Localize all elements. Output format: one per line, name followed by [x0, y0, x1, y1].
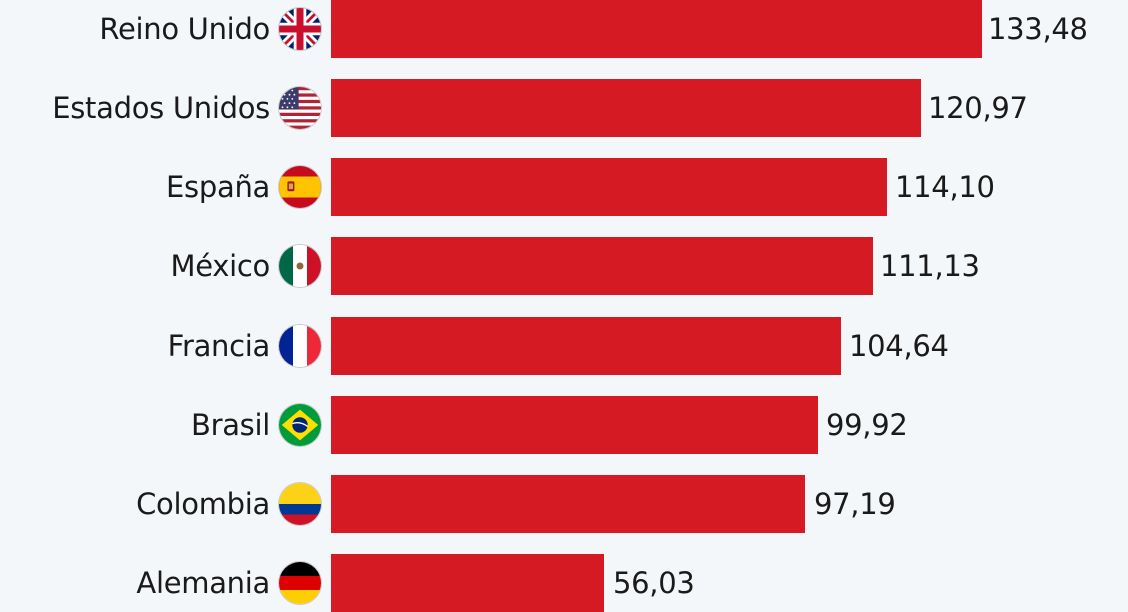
colombia-flag-icon: [279, 483, 321, 525]
value-label: 114,10: [895, 170, 995, 204]
chart-row: Francia 104,64: [0, 317, 1128, 375]
value-label: 99,92: [826, 408, 908, 442]
category-label: Brasil: [190, 408, 270, 442]
category-label: Estados Unidos: [52, 91, 270, 125]
spain-flag-icon: [279, 166, 321, 208]
chart-row: Estados Unidos 120,97: [0, 79, 1128, 137]
chart-row: España 114,10: [0, 158, 1128, 216]
chart-row: Brasil 99,92: [0, 396, 1128, 454]
category-label: España: [166, 170, 270, 204]
bar: [331, 554, 604, 612]
value-label: 133,48: [988, 12, 1088, 46]
bar: [331, 475, 805, 533]
value-label: 120,97: [928, 91, 1028, 125]
category-label: México: [170, 249, 271, 283]
brazil-flag-icon: [279, 404, 321, 446]
category-label: Francia: [167, 329, 271, 363]
bar: [331, 317, 841, 375]
mexico-flag-icon: [279, 245, 321, 287]
bar: [331, 158, 887, 216]
value-label: 104,64: [849, 329, 949, 363]
chart-row: Alemania 56,03: [0, 554, 1128, 612]
bar: [331, 0, 982, 58]
uk-flag-icon: [279, 8, 321, 50]
bar: [331, 237, 873, 295]
value-label: 111,13: [880, 249, 980, 283]
chart-row: Reino Unido 133,48: [0, 0, 1128, 58]
category-label: Reino Unido: [99, 12, 270, 46]
chart-row: Colombia 97,19: [0, 475, 1128, 533]
category-label: Alemania: [136, 566, 270, 600]
value-label: 97,19: [814, 487, 896, 521]
bar: [331, 79, 921, 137]
chart-row: México 111,13: [0, 237, 1128, 295]
category-label: Colombia: [136, 487, 270, 521]
value-label: 56,03: [613, 566, 695, 600]
us-flag-icon: [279, 87, 321, 129]
france-flag-icon: [279, 325, 321, 367]
bar: [331, 396, 818, 454]
germany-flag-icon: [279, 562, 321, 604]
